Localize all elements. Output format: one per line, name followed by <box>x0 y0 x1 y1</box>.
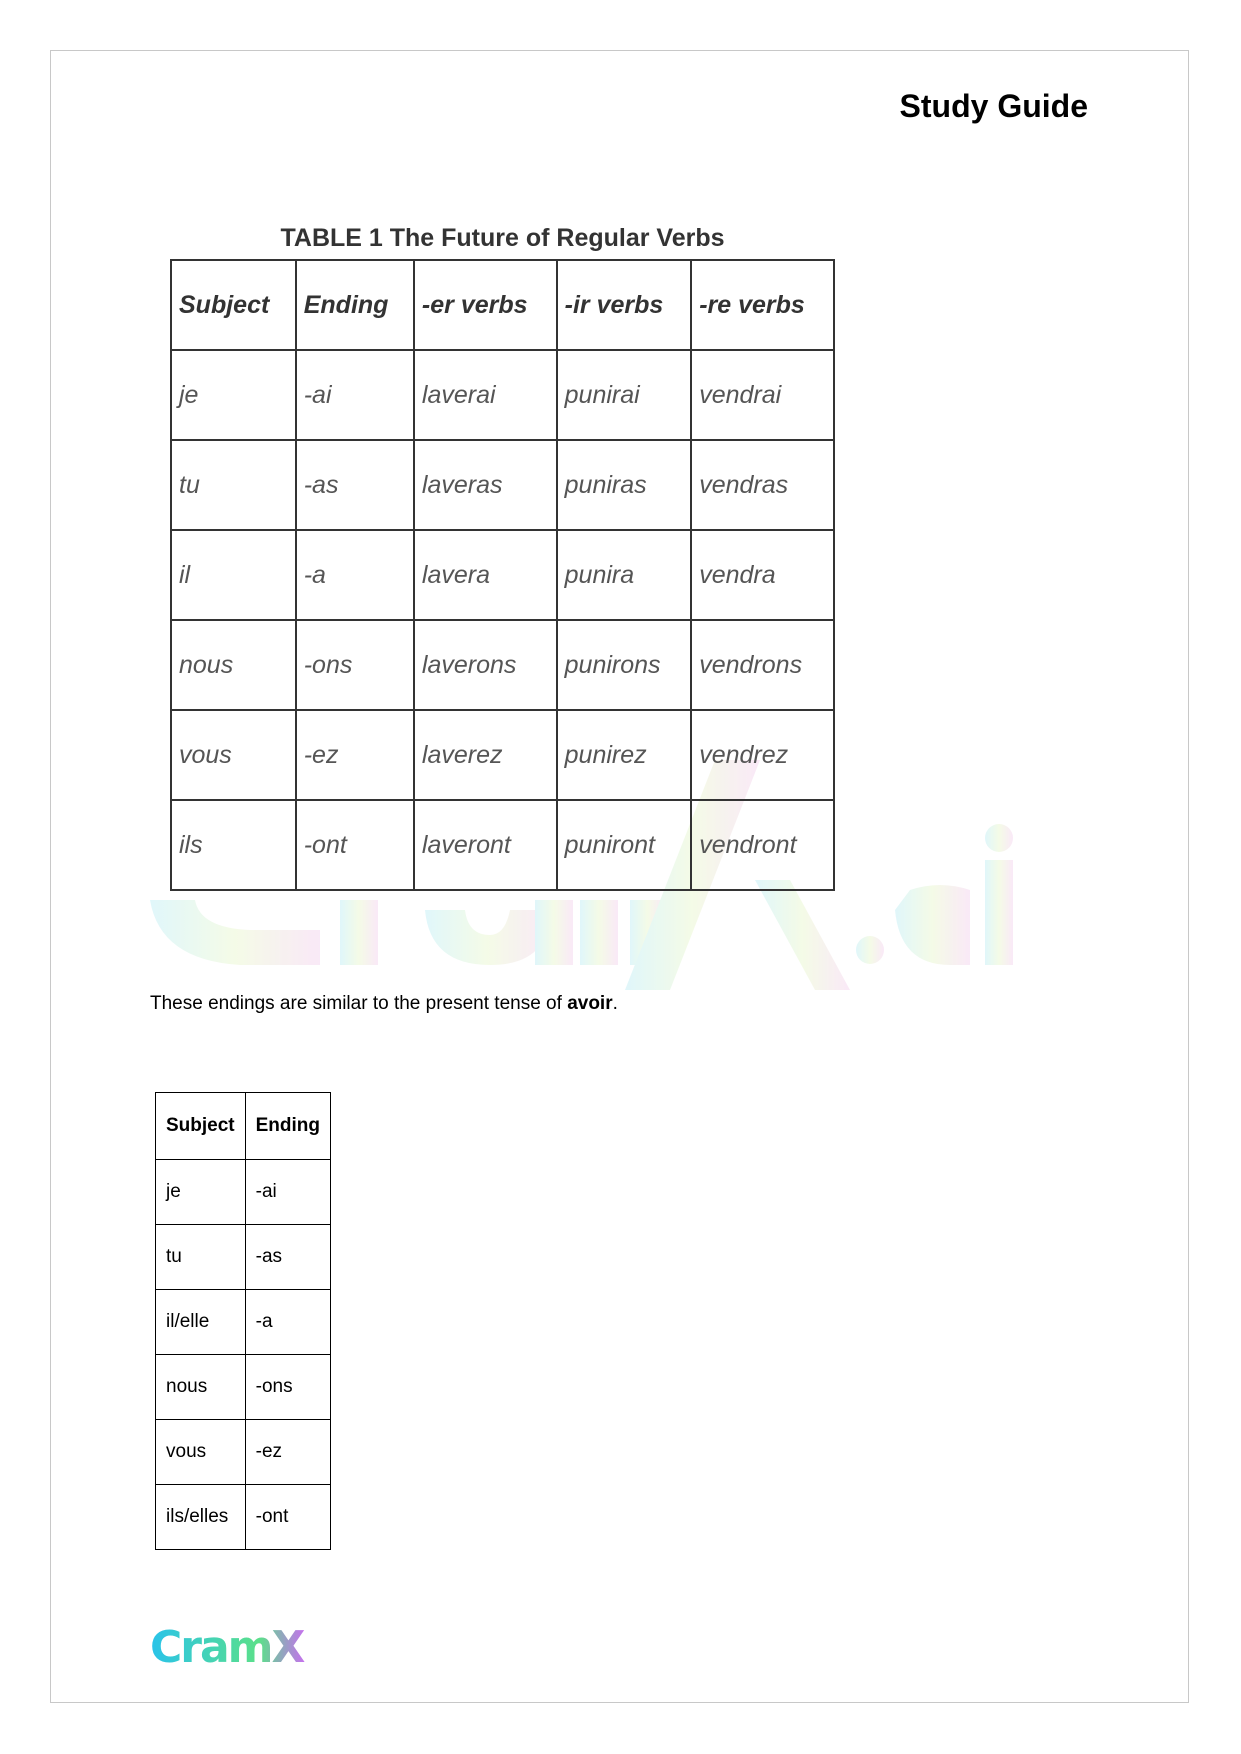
table2-cell: -ez <box>244 1419 332 1485</box>
table1-cell: laverez <box>412 709 558 801</box>
table2-cell: vous <box>155 1419 246 1485</box>
table2-cell: -ont <box>244 1484 332 1550</box>
table1-cell: punirons <box>555 619 693 711</box>
table1-cell: laveront <box>412 799 558 891</box>
table1-cell: -ont <box>294 799 415 891</box>
table1-row: tu -as laveras puniras vendras <box>170 439 835 531</box>
table1-cell: vendrez <box>690 709 835 801</box>
table2-header-cell: Ending <box>244 1092 332 1160</box>
table1-cell: puniras <box>555 439 693 531</box>
table1-header-cell: Subject <box>170 259 297 351</box>
table1-cell: punirez <box>555 709 693 801</box>
table1-cell: vendront <box>690 799 835 891</box>
table1-cell: -ez <box>294 709 415 801</box>
table1-cell: -a <box>294 529 415 621</box>
future-tense-table: Subject Ending -er verbs -ir verbs -re verbs… <box>170 259 835 891</box>
table1-cell: laveras <box>412 439 558 531</box>
table2-cell: -as <box>244 1224 332 1290</box>
table2-cell: -ai <box>244 1159 332 1225</box>
table1-cell: punirai <box>555 349 693 441</box>
table1-row: ils -ont laveront puniront vendront <box>170 799 835 891</box>
table1-header-row: Subject Ending -er verbs -ir verbs -re verbs <box>170 259 835 351</box>
note-text: These endings are similar to the present… <box>150 993 568 1014</box>
avoir-note: These endings are similar to the present… <box>150 993 618 1015</box>
table1-header-cell: -ir verbs <box>555 259 693 351</box>
table2-cell: -a <box>244 1289 332 1355</box>
table1-cell: lavera <box>412 529 558 621</box>
table1-cell: puniront <box>555 799 693 891</box>
note-punctuation: . <box>612 993 618 1014</box>
table1-header-cell: -re verbs <box>690 259 835 351</box>
table2-cell: ils/elles <box>155 1484 246 1550</box>
table1-cell: il <box>170 529 297 621</box>
table1-row: nous -ons laverons punirons vendrons <box>170 619 835 711</box>
table2-cell: tu <box>155 1224 246 1290</box>
table1-cell: vendrai <box>690 349 835 441</box>
table1-cell: nous <box>170 619 297 711</box>
table1-row: vous -ez laverez punirez vendrez <box>170 709 835 801</box>
cramx-logo: CramX <box>150 1622 308 1670</box>
table2-row: ils/elles -ont <box>155 1484 332 1550</box>
table1-cell: punira <box>555 529 693 621</box>
table2-cell: nous <box>155 1354 246 1420</box>
note-bold-word: avoir <box>567 993 613 1014</box>
table2-row: je -ai <box>155 1159 332 1225</box>
table1-cell: vendrons <box>690 619 835 711</box>
table1-header-cell: Ending <box>294 259 415 351</box>
table1-header-cell: -er verbs <box>412 259 558 351</box>
table2-header-cell: Subject <box>155 1092 246 1160</box>
page-title: Study Guide <box>899 88 1088 124</box>
table1-caption: TABLE 1 The Future of Regular Verbs <box>280 224 725 252</box>
table1-cell: -as <box>294 439 415 531</box>
endings-table: Subject Ending je -ai tu -as il/elle -a nous -on… <box>155 1092 332 1550</box>
table1-row: il -a lavera punira vendra <box>170 529 835 621</box>
table2-header-row: Subject Ending <box>155 1092 332 1160</box>
table1-cell: laverons <box>412 619 558 711</box>
table2-cell: je <box>155 1159 246 1225</box>
table1-cell: ils <box>170 799 297 891</box>
table2-row: tu -as <box>155 1224 332 1290</box>
table1-cell: vous <box>170 709 297 801</box>
table1-cell: vendra <box>690 529 835 621</box>
table2-cell: il/elle <box>155 1289 246 1355</box>
table2-row: nous -ons <box>155 1354 332 1420</box>
table1-row: je -ai laverai punirai vendrai <box>170 349 835 441</box>
table1-cell: -ai <box>294 349 415 441</box>
table1-cell: vendras <box>690 439 835 531</box>
table2-row: il/elle -a <box>155 1289 332 1355</box>
table1-cell: tu <box>170 439 297 531</box>
svg-text:CramX: CramX <box>150 1622 306 1670</box>
page-border <box>50 50 1189 1703</box>
table2-row: vous -ez <box>155 1419 332 1485</box>
table1-cell: je <box>170 349 297 441</box>
table2-cell: -ons <box>244 1354 332 1420</box>
table1-cell: laverai <box>412 349 558 441</box>
table1-cell: -ons <box>294 619 415 711</box>
